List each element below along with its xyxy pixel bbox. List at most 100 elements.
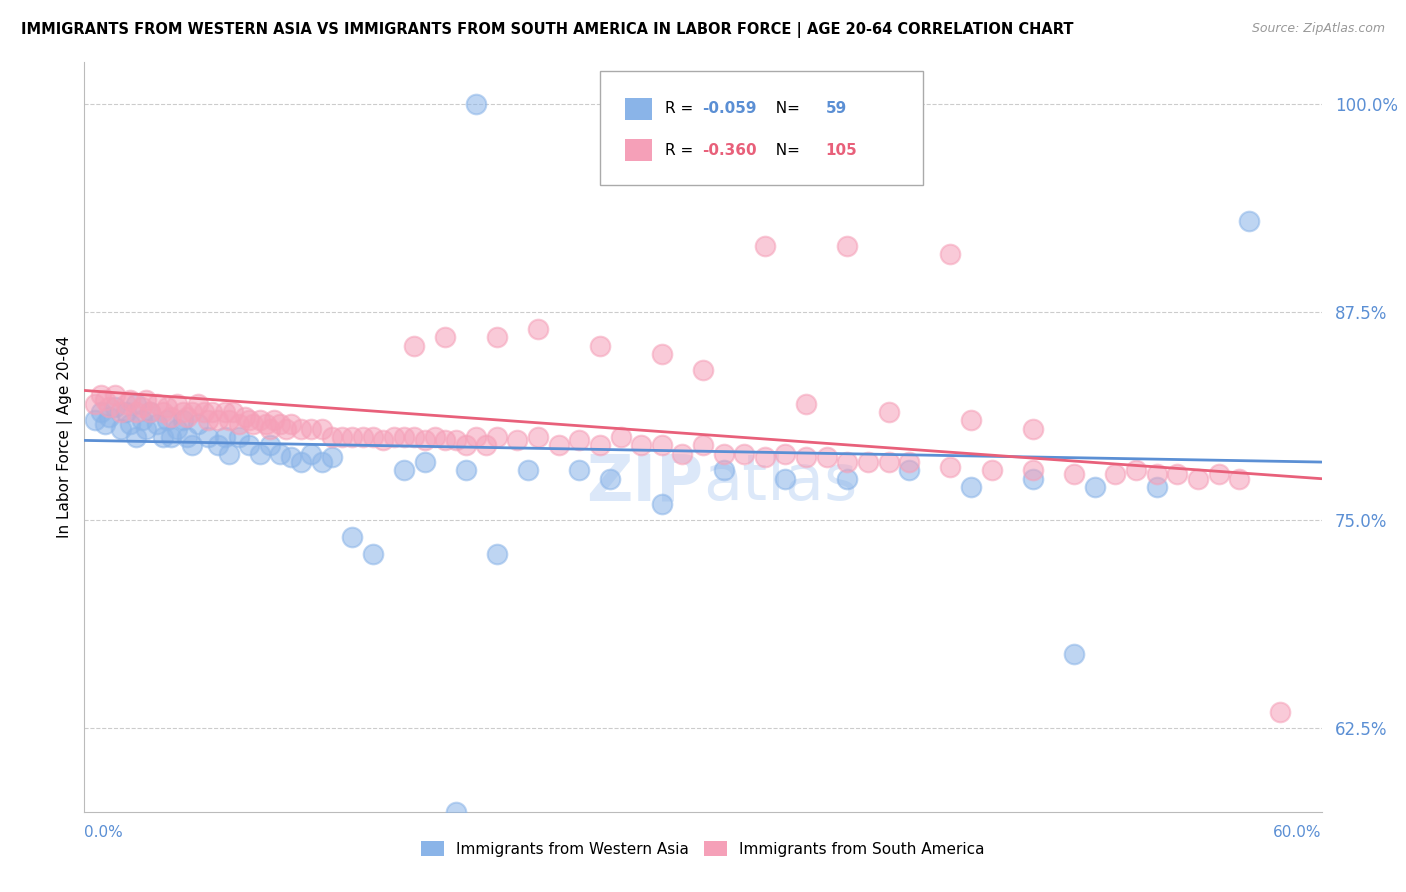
Point	[114, 405, 136, 419]
Point	[454, 438, 477, 452]
Point	[110, 422, 132, 436]
Point	[413, 434, 436, 448]
Point	[485, 430, 508, 444]
Point	[342, 530, 364, 544]
Text: atlas: atlas	[703, 451, 858, 513]
Point	[139, 405, 162, 419]
Point	[269, 417, 291, 431]
Point	[125, 397, 148, 411]
Point	[172, 405, 194, 419]
Point	[90, 405, 112, 419]
Point	[187, 397, 209, 411]
Point	[131, 400, 153, 414]
Point	[692, 363, 714, 377]
Point	[152, 405, 174, 419]
Point	[249, 447, 271, 461]
Point	[1239, 213, 1261, 227]
Point	[214, 405, 236, 419]
Point	[465, 430, 488, 444]
Point	[1125, 463, 1147, 477]
Point	[589, 338, 612, 352]
Point	[342, 430, 364, 444]
Text: 105: 105	[825, 143, 858, 158]
Point	[568, 463, 591, 477]
Point	[330, 430, 353, 444]
Point	[166, 422, 188, 436]
Point	[589, 438, 612, 452]
Point	[373, 434, 395, 448]
Point	[754, 238, 776, 252]
Point	[156, 400, 179, 414]
Point	[176, 410, 198, 425]
Point	[444, 434, 467, 448]
Point	[444, 805, 467, 819]
Point	[1146, 480, 1168, 494]
Point	[276, 422, 298, 436]
Point	[939, 247, 962, 261]
Point	[754, 450, 776, 464]
Point	[280, 417, 302, 431]
Point	[837, 455, 859, 469]
Point	[259, 422, 281, 436]
Point	[299, 422, 322, 436]
Point	[361, 547, 384, 561]
Point	[222, 405, 245, 419]
Point	[434, 434, 457, 448]
Point	[263, 413, 285, 427]
Point	[1063, 647, 1085, 661]
Text: N=: N=	[766, 102, 800, 116]
Point	[254, 417, 277, 431]
Text: 60.0%: 60.0%	[1274, 825, 1322, 840]
Point	[651, 438, 673, 452]
Point	[1022, 472, 1045, 486]
Point	[187, 417, 209, 431]
Point	[877, 405, 900, 419]
Point	[794, 450, 817, 464]
Point	[877, 455, 900, 469]
Point	[104, 388, 127, 402]
Point	[898, 463, 921, 477]
Point	[207, 413, 229, 427]
Point	[166, 397, 188, 411]
Point	[131, 413, 153, 427]
Point	[118, 393, 141, 408]
Point	[197, 430, 219, 444]
Point	[465, 97, 488, 112]
Text: 0.0%: 0.0%	[84, 825, 124, 840]
Point	[671, 447, 693, 461]
Point	[837, 238, 859, 252]
Text: IMMIGRANTS FROM WESTERN ASIA VS IMMIGRANTS FROM SOUTH AMERICA IN LABOR FORCE | A: IMMIGRANTS FROM WESTERN ASIA VS IMMIGRAN…	[21, 22, 1074, 38]
Point	[238, 413, 260, 427]
Point	[1166, 467, 1188, 481]
Point	[485, 547, 508, 561]
Point	[176, 430, 198, 444]
Point	[733, 447, 755, 461]
Point	[382, 430, 405, 444]
Point	[197, 413, 219, 427]
Point	[83, 397, 105, 411]
Text: 59: 59	[825, 102, 846, 116]
Point	[651, 497, 673, 511]
Point	[898, 455, 921, 469]
Point	[299, 447, 322, 461]
Point	[1146, 467, 1168, 481]
Point	[280, 450, 302, 464]
Point	[392, 463, 415, 477]
Point	[180, 405, 202, 419]
Point	[630, 438, 652, 452]
Point	[939, 460, 962, 475]
Point	[139, 405, 162, 419]
Point	[454, 463, 477, 477]
Point	[352, 430, 374, 444]
Point	[980, 463, 1002, 477]
Text: -0.059: -0.059	[702, 102, 756, 116]
Point	[404, 338, 426, 352]
Point	[214, 430, 236, 444]
Point	[125, 405, 148, 419]
Point	[311, 455, 333, 469]
Point	[599, 472, 621, 486]
Point	[94, 417, 117, 431]
Point	[228, 430, 250, 444]
Point	[794, 155, 817, 169]
Point	[242, 417, 264, 431]
